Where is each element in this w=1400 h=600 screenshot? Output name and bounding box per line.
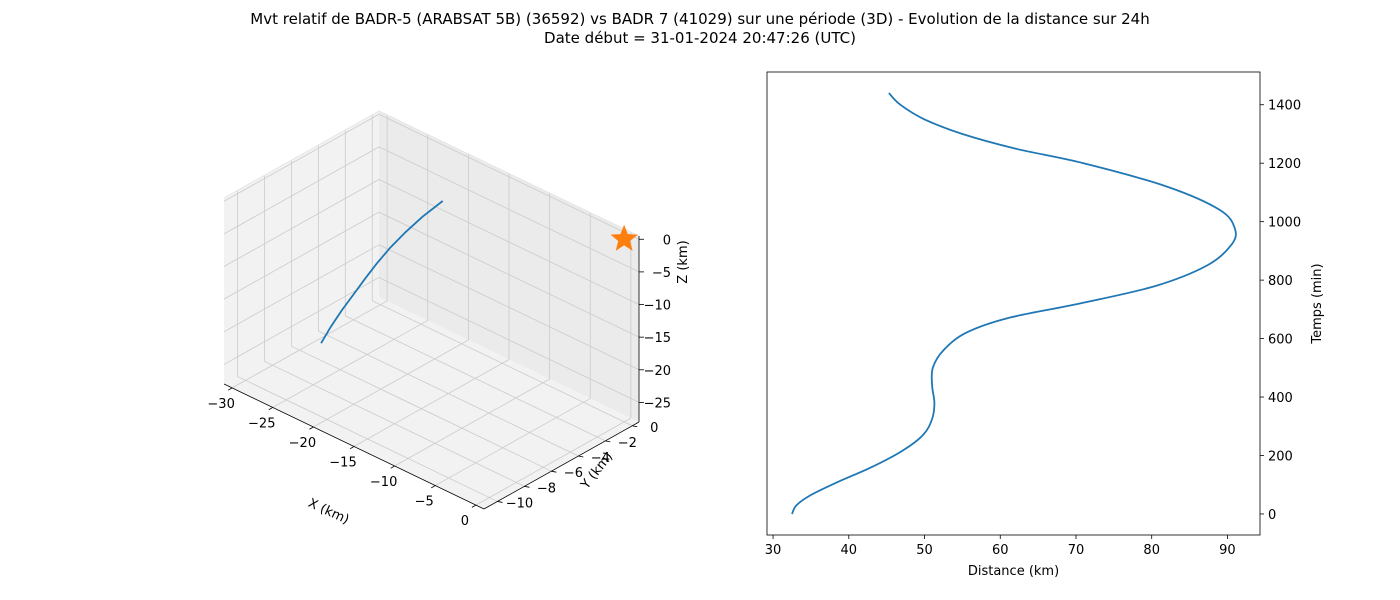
y-tick-label: 400 [1268, 391, 1293, 406]
y-tick-mark [605, 440, 611, 443]
x-axis-label: X (km) [306, 496, 352, 528]
grid-line [223, 244, 380, 333]
z-tick-label: −10 [644, 299, 671, 314]
grid-line [272, 320, 428, 408]
figure-subtitle: Date début = 31-01-2024 20:47:26 (UTC) [544, 29, 856, 47]
x-tick-label: 70 [1068, 543, 1085, 558]
y-tick-label: 1000 [1268, 216, 1301, 231]
trajectory-line [320, 200, 444, 344]
x-tick-label: −20 [289, 436, 316, 451]
grid-line [475, 417, 632, 506]
grid-line [223, 146, 380, 235]
y-tick-label: 1400 [1268, 99, 1301, 114]
grid-line [372, 300, 633, 427]
y-tick-label: −4 [591, 451, 610, 466]
grid-line [318, 330, 579, 457]
x-tick-label: 40 [841, 543, 858, 558]
z-axis-label: Z (km) [676, 240, 691, 283]
grid-line [345, 315, 606, 442]
grid-line [231, 300, 388, 389]
y-tick-mark [632, 425, 638, 428]
x-tick-label: −5 [415, 495, 434, 510]
x-tick-mark [349, 446, 355, 450]
x-tick-mark [390, 465, 395, 469]
y-tick-label: 600 [1268, 333, 1293, 348]
grid-line [378, 277, 640, 403]
y-tick-mark [551, 470, 557, 473]
x-tick-label: −25 [248, 416, 275, 431]
x-tick-label: −15 [329, 456, 356, 471]
y-tick-mark [578, 455, 584, 458]
grid-line [237, 376, 498, 502]
grid-line [378, 146, 640, 273]
grid-line [378, 211, 640, 338]
x-tick-label: 50 [916, 543, 933, 558]
x-tick-label: 80 [1143, 543, 1160, 558]
x-tick-mark [471, 504, 477, 508]
x-tick-mark [309, 426, 314, 430]
distance-time-plot: 30 40 50 60 70 80 90 Distance (km) 0 200 400 600 800… [765, 71, 1325, 579]
grid-line [378, 113, 640, 240]
x-tick-label: 0 [461, 514, 469, 529]
y-axis-line [483, 421, 640, 510]
x-tick-label: −10 [370, 475, 397, 490]
grid-line [223, 211, 380, 300]
pane-edge [223, 110, 380, 199]
grid-line [291, 345, 552, 472]
grid-line [378, 179, 640, 305]
grid-line [353, 359, 510, 447]
y-tick-label: 200 [1268, 449, 1293, 464]
x-tick-mark [268, 407, 273, 411]
y-tick-mark [497, 501, 503, 503]
y-tick-label: −2 [618, 436, 637, 451]
grid-line [223, 179, 380, 267]
pane-edge [378, 110, 640, 237]
x-tick-mark [227, 387, 233, 391]
grid-line [435, 398, 591, 486]
y-tick-label: −6 [564, 466, 583, 481]
grid-line [264, 360, 525, 487]
y-tick-label: −10 [506, 496, 533, 511]
plot-frame [766, 71, 1261, 536]
distance-series-line [791, 92, 1237, 515]
grid-line [394, 378, 550, 467]
x-tick-label: −30 [207, 397, 234, 412]
relative-motion-3d-plot: −30−25−20−15−10−50X (km)0−2−4−6−8−10Y (k… [207, 110, 691, 529]
x-axis-label: Distance (km) [968, 564, 1059, 579]
z-tick-label: −15 [644, 331, 671, 346]
grid-line [378, 244, 640, 371]
y-tick-label: 1200 [1268, 157, 1301, 172]
x-tick-mark [431, 485, 436, 489]
y-tick-label: −8 [537, 481, 556, 496]
z-tick-label: 0 [663, 233, 671, 248]
x-tick-label: 60 [992, 543, 1009, 558]
x-tick-label: 90 [1219, 543, 1236, 558]
figure-title: Mvt relatif de BADR-5 (ARABSAT 5B) (3659… [250, 10, 1150, 28]
x-tick-label: 30 [765, 543, 782, 558]
y-axis-label: Temps (min) [1310, 263, 1325, 344]
grid-line [223, 113, 380, 202]
z-tick-label: −25 [644, 396, 671, 411]
grid-line [313, 339, 469, 428]
z-tick-label: −5 [652, 266, 671, 281]
y-tick-label: 0 [1268, 508, 1276, 523]
star-marker [610, 224, 638, 251]
z-tick-label: −20 [644, 364, 671, 379]
y-tick-label: 800 [1268, 274, 1293, 289]
grid-line [223, 277, 380, 365]
y-tick-mark [524, 485, 530, 488]
y-tick-label: 0 [650, 421, 658, 436]
